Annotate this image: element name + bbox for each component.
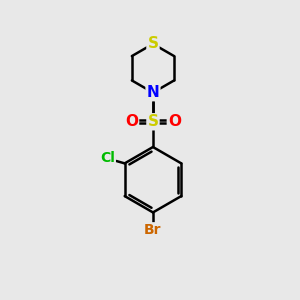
Text: N: N (147, 85, 159, 100)
Text: O: O (125, 114, 138, 129)
Text: Cl: Cl (100, 151, 115, 165)
Text: O: O (168, 114, 181, 129)
Text: S: S (148, 36, 158, 51)
Text: S: S (148, 114, 158, 129)
Text: Br: Br (144, 223, 162, 237)
